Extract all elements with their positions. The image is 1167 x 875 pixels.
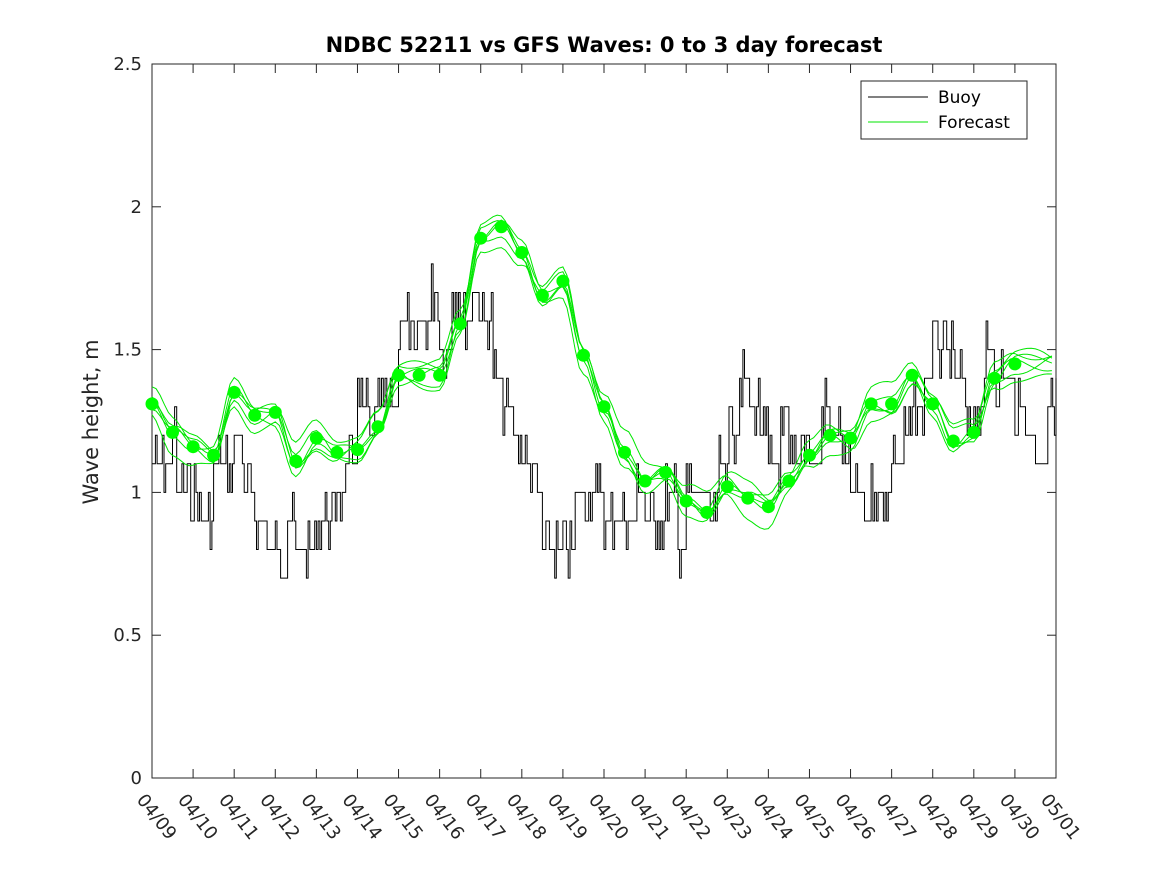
forecast-marker [638,474,652,488]
forecast-marker [720,480,734,494]
x-tick-label: 04/27 [872,790,920,844]
legend-box [860,80,1028,140]
forecast-line [151,247,1052,530]
forecast-marker [412,368,426,382]
forecast-marker [494,220,508,234]
forecast-marker [926,397,940,411]
forecast-line [151,214,1053,511]
forecast-marker [166,425,179,439]
x-tick-label: 04/23 [707,790,755,844]
forecast-marker [453,317,467,331]
forecast-marker [145,397,159,411]
chart-title: NDBC 52211 vs GFS Waves: 0 to 3 day fore… [326,33,883,57]
x-tick-label: 04/25 [790,790,838,844]
buoy-series [152,263,1057,579]
y-tick-label: 0.5 [113,625,142,646]
x-tick-label: 04/11 [214,790,262,844]
forecast-marker [782,474,796,488]
forecast-marker [186,440,200,454]
forecast-marker [371,420,385,434]
x-tick-label: 04/21 [625,790,673,844]
x-tick-label: 04/09 [132,790,180,844]
x-tick-label: 05/01 [1036,790,1084,844]
forecast-marker [987,371,1001,385]
forecast-marker [289,454,303,468]
legend-buoy-label: Buoy [938,88,981,108]
y-axis-label: Wave height, m [79,339,103,504]
forecast-marker [679,494,693,508]
forecast-marker [946,434,960,448]
x-tick-label: 04/13 [296,790,344,844]
x-tick-label: 04/28 [913,790,961,844]
forecast-marker [823,428,837,442]
buoy-line [152,263,1057,579]
forecast-marker [392,368,405,382]
forecast-marker [1008,357,1022,371]
forecast-marker [535,288,549,302]
x-tick-label: 04/19 [543,790,591,844]
forecast-marker [741,491,755,505]
forecast-marker [330,445,344,459]
y-tick-label: 2.5 [113,54,142,75]
forecast-marker [659,465,673,479]
forecast-marker [803,448,816,462]
forecast-marker [351,443,364,457]
forecast-marker [515,246,529,259]
y-tick-label: 1.5 [113,340,142,361]
x-tick-label: 04/12 [255,790,303,844]
forecast-marker [700,505,714,519]
forecast-marker [618,445,631,459]
x-tick-label: 04/29 [954,790,1002,844]
x-tick-label: 04/18 [502,790,550,844]
forecast-marker [967,425,981,439]
forecast-marker [207,448,221,462]
forecast-marker [761,500,775,514]
forecast-marker [433,368,447,382]
forecast-marker [227,385,241,399]
forecast-marker [577,348,590,362]
forecast-marker [905,368,919,382]
forecast-marker [844,431,857,445]
axes-layer [151,63,1057,779]
forecast-marker [309,431,323,445]
x-tick-label: 04/17 [461,790,509,844]
x-tick-label: 04/30 [995,790,1043,844]
forecast-marker [248,408,262,422]
y-tick-label: 0 [131,768,142,789]
x-tick-label: 04/26 [831,790,879,844]
x-tick-label: 04/10 [173,790,221,844]
forecast-marker [556,274,570,288]
legend: Buoy Forecast [860,80,1028,140]
x-tick-label: 04/22 [666,790,714,844]
forecast-marker [597,400,611,414]
forecast-marker [885,397,899,411]
legend-forecast-label: Forecast [938,113,1010,133]
x-tick-label: 04/14 [338,790,386,844]
forecast-marker [268,405,282,419]
forecast-series [145,214,1053,530]
y-tick-label: 2 [131,197,142,218]
x-tick-label: 04/16 [420,790,468,844]
x-tick-label: 04/15 [379,790,427,844]
x-tick-label: 04/24 [748,790,796,844]
forecast-marker [474,231,488,245]
y-tick-label: 1 [131,482,142,503]
x-tick-label: 04/20 [584,790,632,844]
forecast-marker [864,397,878,411]
